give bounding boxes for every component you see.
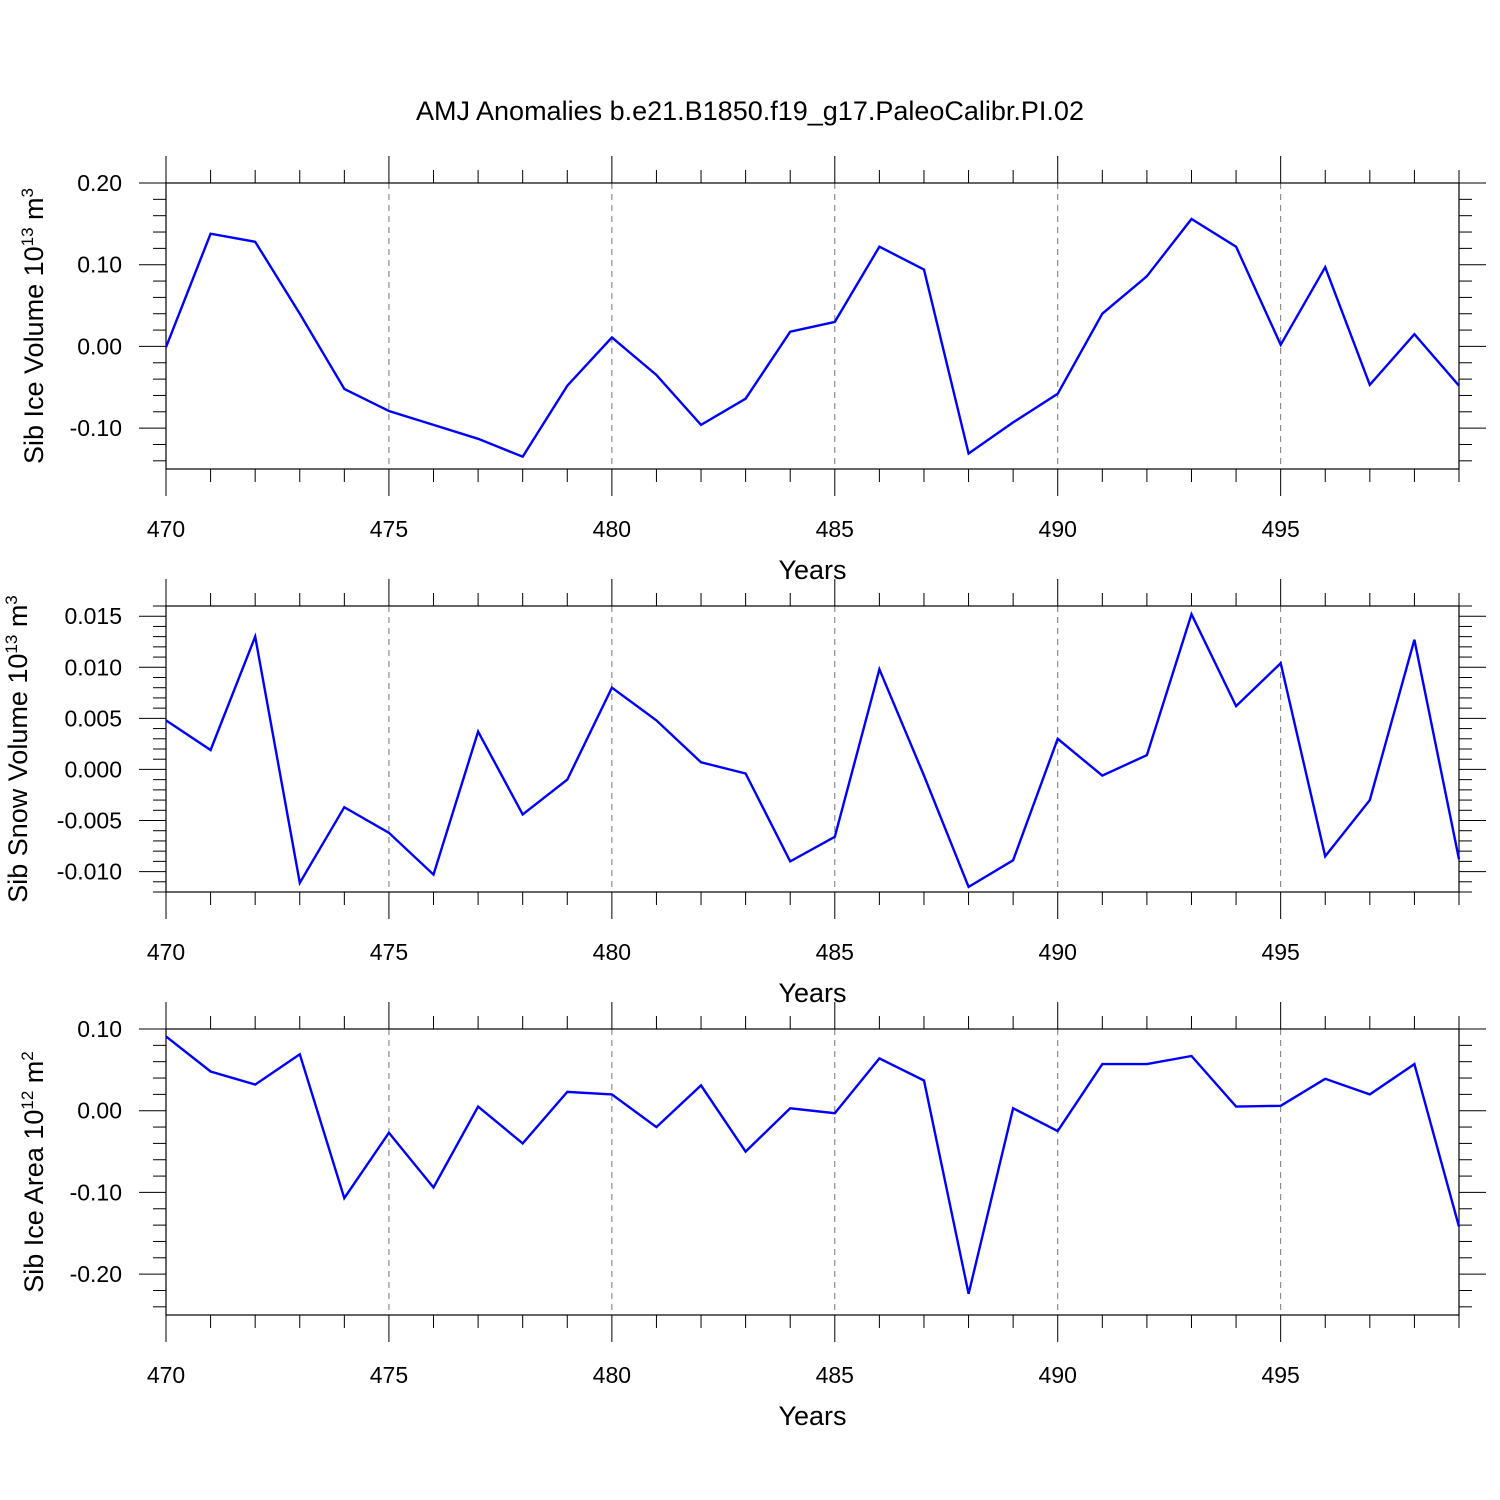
x-tick-label: 485 bbox=[816, 516, 854, 542]
y-tick-label: 0.10 bbox=[77, 252, 122, 278]
y-axis-label-unit-exponent: 3 bbox=[18, 188, 37, 197]
y-tick-label: 0.005 bbox=[64, 705, 122, 731]
panel-3: 470 475 480 485 490 495 Years -0.20 -0.10 0.00 0.1… bbox=[18, 1002, 1486, 1431]
y-tick-label: 0.00 bbox=[77, 1098, 122, 1124]
series-line bbox=[165, 1035, 1461, 1295]
y-axis-label: Sib Snow Volume 1013 m3 bbox=[2, 595, 33, 903]
y-axis-label: Sib Ice Area 1012 m2 bbox=[18, 1051, 49, 1293]
y-axis-label-unit: m bbox=[19, 197, 49, 227]
x-tick-label: 475 bbox=[370, 1362, 408, 1388]
y-axis-label-text: Sib Snow Volume 10 bbox=[3, 654, 33, 903]
x-tick-label: 495 bbox=[1261, 1362, 1299, 1388]
x-tick-label: 470 bbox=[147, 939, 185, 965]
x-tick-label: 490 bbox=[1039, 1362, 1077, 1388]
x-tick-label: 480 bbox=[593, 1362, 631, 1388]
y-axis-label-exponent: 13 bbox=[18, 227, 37, 246]
x-axis-label: Years bbox=[778, 978, 846, 1008]
x-tick-label: 490 bbox=[1039, 939, 1077, 965]
panel-1: 470 475 480 485 490 495 Years -0.10 0.00 0.10 0.20… bbox=[18, 156, 1486, 585]
y-axis-label-unit: m bbox=[19, 1061, 49, 1091]
x-tick-label: 475 bbox=[370, 516, 408, 542]
x-tick-label: 485 bbox=[816, 1362, 854, 1388]
x-axis-label: Years bbox=[778, 1401, 846, 1431]
y-tick-label: -0.10 bbox=[70, 1179, 122, 1205]
y-tick-label: 0.015 bbox=[64, 603, 122, 629]
y-tick-label: -0.005 bbox=[57, 808, 122, 834]
x-tick-label: 495 bbox=[1261, 939, 1299, 965]
y-tick-label: 0.20 bbox=[77, 170, 122, 196]
series-line bbox=[165, 610, 1461, 889]
x-tick-label: 475 bbox=[370, 939, 408, 965]
y-tick-label: 0.00 bbox=[77, 333, 122, 359]
y-axis-label-exponent: 12 bbox=[18, 1091, 37, 1110]
series-line bbox=[164, 217, 1460, 459]
chart-title: AMJ Anomalies b.e21.B1850.f19_g17.PaleoC… bbox=[416, 96, 1084, 126]
y-axis-label-text: Sib Ice Volume 10 bbox=[19, 246, 49, 464]
y-tick-label: -0.10 bbox=[70, 415, 122, 441]
y-axis-label-text: Sib Ice Area 10 bbox=[19, 1110, 49, 1293]
x-tick-label: 490 bbox=[1039, 516, 1077, 542]
y-tick-label: 0.10 bbox=[77, 1016, 122, 1042]
x-axis-label: Years bbox=[778, 555, 846, 585]
x-tick-label: 470 bbox=[147, 1362, 185, 1388]
x-tick-label: 495 bbox=[1261, 516, 1299, 542]
y-axis-label-unit-exponent: 2 bbox=[18, 1051, 37, 1060]
plot-frame bbox=[165, 1028, 1460, 1316]
y-axis-label-unit-exponent: 3 bbox=[2, 595, 21, 604]
x-tick-label: 480 bbox=[593, 939, 631, 965]
plot-frame bbox=[165, 182, 1460, 470]
y-tick-label: 0.000 bbox=[64, 756, 122, 782]
y-axis-label: Sib Ice Volume 1013 m3 bbox=[18, 188, 49, 464]
y-tick-label: -0.010 bbox=[57, 859, 122, 885]
y-tick-label: -0.20 bbox=[70, 1261, 122, 1287]
x-tick-label: 480 bbox=[593, 516, 631, 542]
y-axis-label-exponent: 13 bbox=[2, 635, 21, 654]
y-axis-label-unit: m bbox=[3, 605, 33, 635]
panel-2: 470 475 480 485 490 495 Years -0.010 -0.005 0.000… bbox=[2, 579, 1486, 1008]
x-tick-label: 485 bbox=[816, 939, 854, 965]
panels: 470 475 480 485 490 495 Years -0.10 0.00 0.10 0.20… bbox=[2, 156, 1486, 1431]
y-tick-label: 0.010 bbox=[64, 654, 122, 680]
x-tick-label: 470 bbox=[147, 516, 185, 542]
